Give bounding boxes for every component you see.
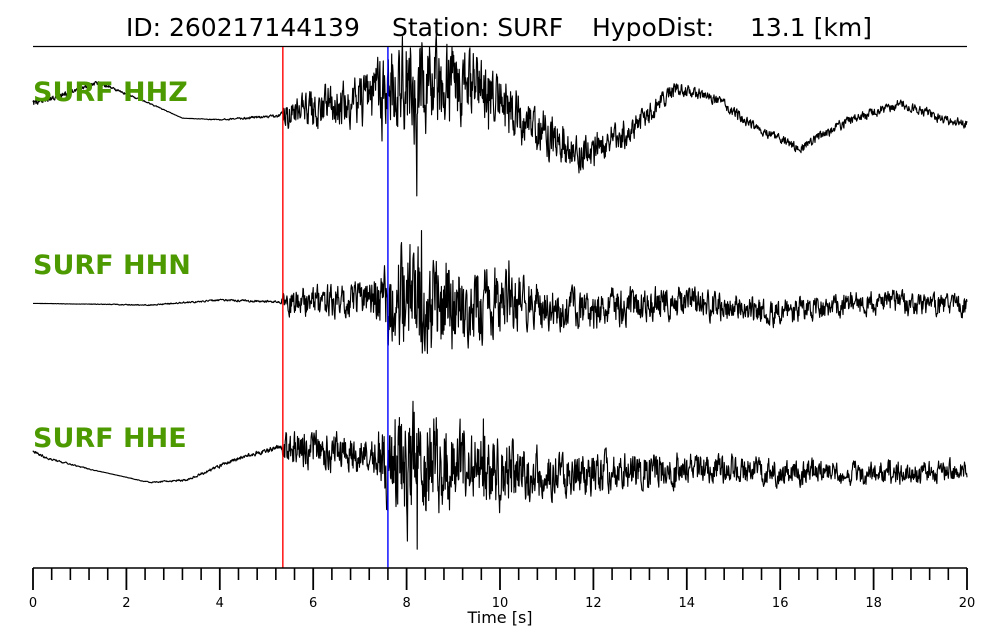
x-tick-label: 16 [772,596,789,611]
x-tick-label: 0 [29,596,37,611]
channel-label-hhn: SURF HHN [33,250,191,281]
x-axis-label: Time [s] [466,608,532,627]
channel-label-hhz: SURF HHZ [33,77,188,108]
x-tick-label: 18 [865,596,882,611]
time-axis: 0 2 4 6 8 10 12 14 16 18 20 [29,567,976,611]
trace-surf-hhz [32,33,968,197]
station-text: Station: SURF [392,13,563,42]
x-tick-label: 4 [216,596,224,611]
x-tick-label: 6 [309,596,317,611]
chart-header: ID: 260217144139 Station: SURF HypoDist:… [126,13,872,42]
channel-labels: SURF HHZ SURF HHN SURF HHE [33,77,191,454]
hypodist-value: 13.1 [km] [750,13,872,42]
x-tick-label: 8 [402,596,410,611]
traces-layer [32,33,968,550]
trace-surf-hhe [32,400,968,550]
hypodist-label: HypoDist: [592,13,714,42]
trace-surf-hhn [32,230,968,354]
x-tick-label: 10 [492,596,509,611]
event-id-text: ID: 260217144139 [126,13,360,42]
x-tick-label: 20 [959,596,976,611]
x-tick-label: 2 [122,596,130,611]
x-tick-label: 12 [585,596,602,611]
picks-layer [282,47,389,568]
channel-label-hhe: SURF HHE [33,423,187,454]
x-tick-label: 14 [679,596,696,611]
